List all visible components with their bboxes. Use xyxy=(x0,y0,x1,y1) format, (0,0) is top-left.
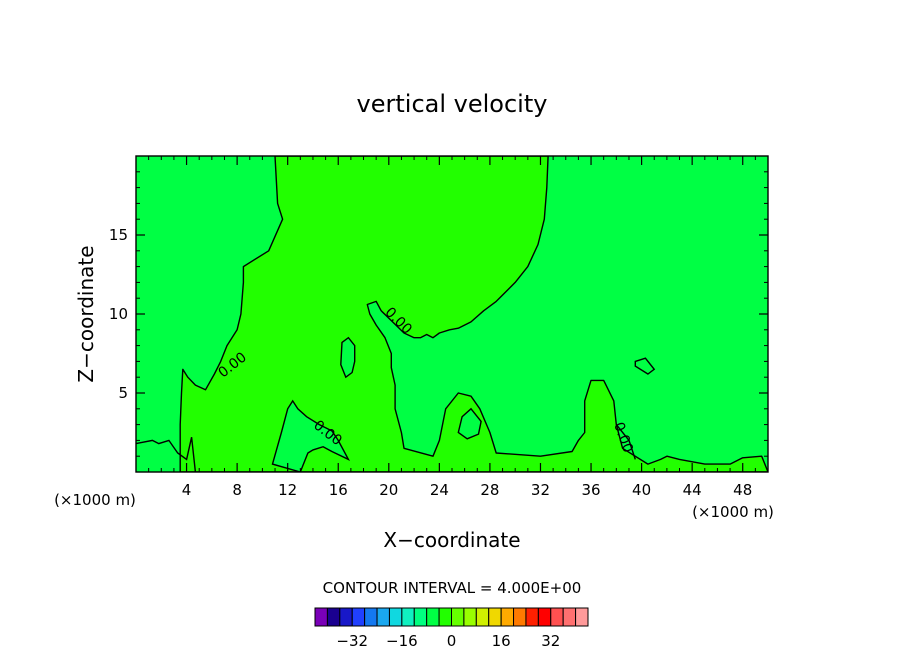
colorbar-labels: −32 −16 0 16 32 xyxy=(336,632,560,650)
x-tick-label: 28 xyxy=(480,481,499,499)
colorbar-swatch xyxy=(351,607,366,627)
negative-cell-2 xyxy=(271,399,351,472)
colorbar-tick-label: 16 xyxy=(492,632,511,650)
negative-cell-1 xyxy=(340,336,356,379)
x-unit-left: (×1000 m) xyxy=(54,491,136,509)
colorbar-swatch xyxy=(388,607,403,627)
colorbar-swatch xyxy=(488,607,502,627)
colorbar-swatch xyxy=(413,607,428,627)
colorbar-tick-label: 0 xyxy=(447,632,457,650)
colorbar-swatch xyxy=(500,607,515,627)
x-tick-label: 4 xyxy=(182,481,192,499)
tick-marks xyxy=(136,156,768,472)
x-tick-label: 20 xyxy=(379,481,398,499)
x-axis-title: X−coordinate xyxy=(383,528,520,552)
negative-cell-3 xyxy=(457,407,482,440)
colorbar-swatch xyxy=(575,607,589,627)
y-axis-title: Z−coordinate xyxy=(74,245,98,382)
x-tick-labels: 4 8 12 16 20 24 28 32 36 40 44 48 xyxy=(182,481,752,499)
colorbar-tick-label: −32 xyxy=(336,632,368,650)
colorbar-tick-label: 32 xyxy=(541,632,560,650)
colorbar-swatch xyxy=(562,607,577,627)
colorbar-swatch xyxy=(364,607,378,627)
colorbar-swatch xyxy=(314,607,328,627)
y-tick-label: 10 xyxy=(109,305,128,323)
x-unit-right: (×1000 m) xyxy=(692,503,774,521)
colorbar-swatch xyxy=(513,607,527,627)
x-tick-label: 36 xyxy=(581,481,600,499)
x-tick-label: 8 xyxy=(232,481,242,499)
y-tick-label: 5 xyxy=(118,384,128,402)
contour-line-1 xyxy=(136,437,197,472)
contour-lines xyxy=(136,424,636,472)
colorbar-swatch xyxy=(451,607,465,627)
colorbar-swatch xyxy=(426,607,440,627)
plot-area: 0.000.000.00 0.00 xyxy=(135,155,769,473)
colorbar-swatch xyxy=(339,607,353,627)
colorbar-swatch xyxy=(463,607,477,627)
y-tick-labels: 5 10 15 xyxy=(109,226,128,402)
colorbar-swatch xyxy=(326,607,341,627)
colorbar-tick-label: −16 xyxy=(386,632,418,650)
x-tick-label: 40 xyxy=(632,481,651,499)
negative-cell-4 xyxy=(634,357,656,375)
x-tick-label: 12 xyxy=(278,481,297,499)
x-tick-label: 16 xyxy=(329,481,348,499)
x-tick-label: 24 xyxy=(430,481,449,499)
x-tick-label: 32 xyxy=(531,481,550,499)
colorbar-swatch xyxy=(376,607,390,627)
x-tick-label: 48 xyxy=(733,481,752,499)
colorbar-swatch xyxy=(438,607,452,627)
x-tick-label: 44 xyxy=(683,481,702,499)
colorbar-swatch xyxy=(401,607,415,627)
chart-title: vertical velocity xyxy=(357,90,548,118)
negative-cells xyxy=(271,336,656,472)
positive-plume-region xyxy=(179,156,768,472)
colorbar-swatch xyxy=(537,607,552,627)
y-tick-label: 15 xyxy=(109,226,128,244)
contour-interval-text: CONTOUR INTERVAL = 4.000E+00 xyxy=(323,579,582,597)
colorbar xyxy=(314,607,589,627)
colorbar-swatch xyxy=(525,607,539,627)
colorbar-swatch xyxy=(550,607,564,627)
contour-line-2 xyxy=(615,424,636,460)
colorbar-swatch xyxy=(475,607,490,627)
